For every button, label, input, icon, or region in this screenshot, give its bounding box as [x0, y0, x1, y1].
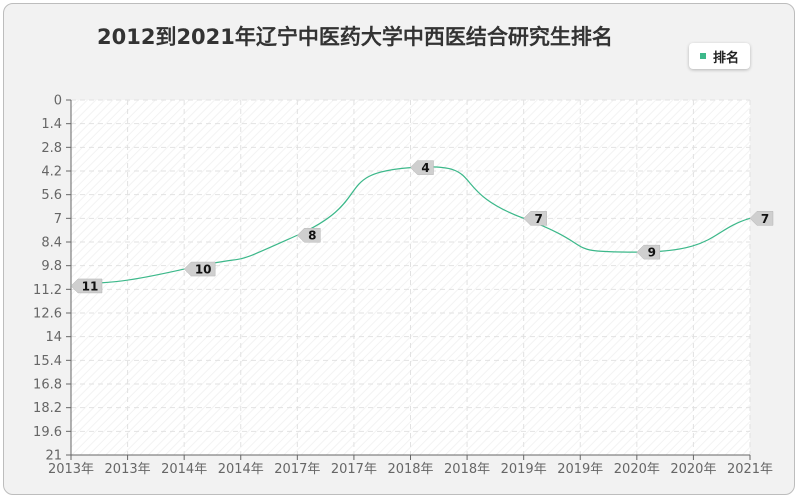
y-tick-label: 21 — [45, 449, 62, 464]
data-labels: 11 10 8 4 7 9 7 — [70, 160, 774, 294]
legend[interactable]: 排名 — [689, 43, 750, 69]
x-tick-label: 2019年 — [557, 462, 603, 477]
y-tick-label: 4.2 — [41, 165, 62, 180]
x-tick-label: 2014年 — [161, 462, 207, 477]
data-label-tag — [636, 244, 661, 260]
legend-swatch — [699, 53, 706, 59]
x-tick-label: 2018年 — [387, 462, 433, 477]
data-label-text: 7 — [761, 212, 769, 226]
data-label-tag — [183, 261, 216, 277]
x-tick-label: 2017年 — [274, 462, 320, 477]
x-tick-label: 2017年 — [331, 462, 377, 477]
y-tick-label: 14 — [45, 330, 62, 345]
data-label-text: 11 — [82, 279, 99, 293]
y-tick-label: 16.8 — [33, 378, 62, 393]
x-tick-label: 2020年 — [670, 462, 716, 477]
x-tick-label: 2018年 — [444, 462, 490, 477]
y-tick-label: 9.8 — [41, 259, 62, 274]
legend-label: 排名 — [712, 50, 739, 66]
data-label-text: 10 — [195, 263, 212, 277]
x-tick-label: 2021年 — [727, 462, 773, 477]
data-label: 4 — [410, 160, 434, 175]
y-tick-label: 2.8 — [41, 141, 62, 156]
y-tick-label: 5.6 — [41, 188, 62, 203]
data-label-tag — [410, 160, 434, 175]
x-tick-label: 2020年 — [614, 462, 660, 477]
data-label-text: 9 — [648, 246, 656, 260]
x-axis-ticks: 2013年 2013年 2014年 2014年 2017年 2017年 2018年 2018年… — [48, 455, 773, 477]
x-tick-label: 2013年 — [48, 462, 94, 477]
data-label-tag — [70, 278, 103, 294]
y-tick-label: 0 — [54, 94, 62, 109]
y-tick-label: 1.4 — [41, 117, 62, 132]
y-tick-label: 15.4 — [33, 354, 62, 369]
y-tick-label: 19.6 — [33, 425, 62, 440]
plot-area — [71, 100, 750, 455]
data-label-text: 8 — [308, 229, 316, 243]
x-tick-label: 2019年 — [501, 462, 547, 477]
data-label-text: 7 — [534, 212, 542, 226]
y-axis-ticks: 0 1.4 2.8 4.2 5.6 7 8.4 9.8 11.2 12.6 14 15.4 16.8 18… — [33, 94, 71, 464]
y-tick-label: 18.2 — [33, 401, 62, 416]
data-label: 7 — [523, 211, 547, 226]
data-label-tag — [523, 211, 547, 226]
data-label: 7 — [749, 211, 774, 226]
y-tick-label: 7 — [54, 212, 62, 227]
chart-title: 2012到2021年辽宁中医药大学中西医结合研究生排名 — [97, 25, 613, 49]
y-tick-label: 8.4 — [41, 236, 62, 251]
data-label-tag — [296, 227, 321, 243]
data-label: 8 — [296, 227, 321, 243]
data-label: 11 — [70, 278, 103, 294]
data-label-tag — [749, 211, 774, 226]
data-label-text: 4 — [421, 161, 429, 175]
y-tick-label: 12.6 — [33, 307, 62, 322]
x-tick-label: 2014年 — [218, 462, 264, 477]
data-label: 10 — [183, 261, 216, 277]
x-tick-label: 2013年 — [105, 462, 151, 477]
y-tick-label: 11.2 — [33, 283, 62, 298]
data-label: 9 — [636, 244, 661, 260]
